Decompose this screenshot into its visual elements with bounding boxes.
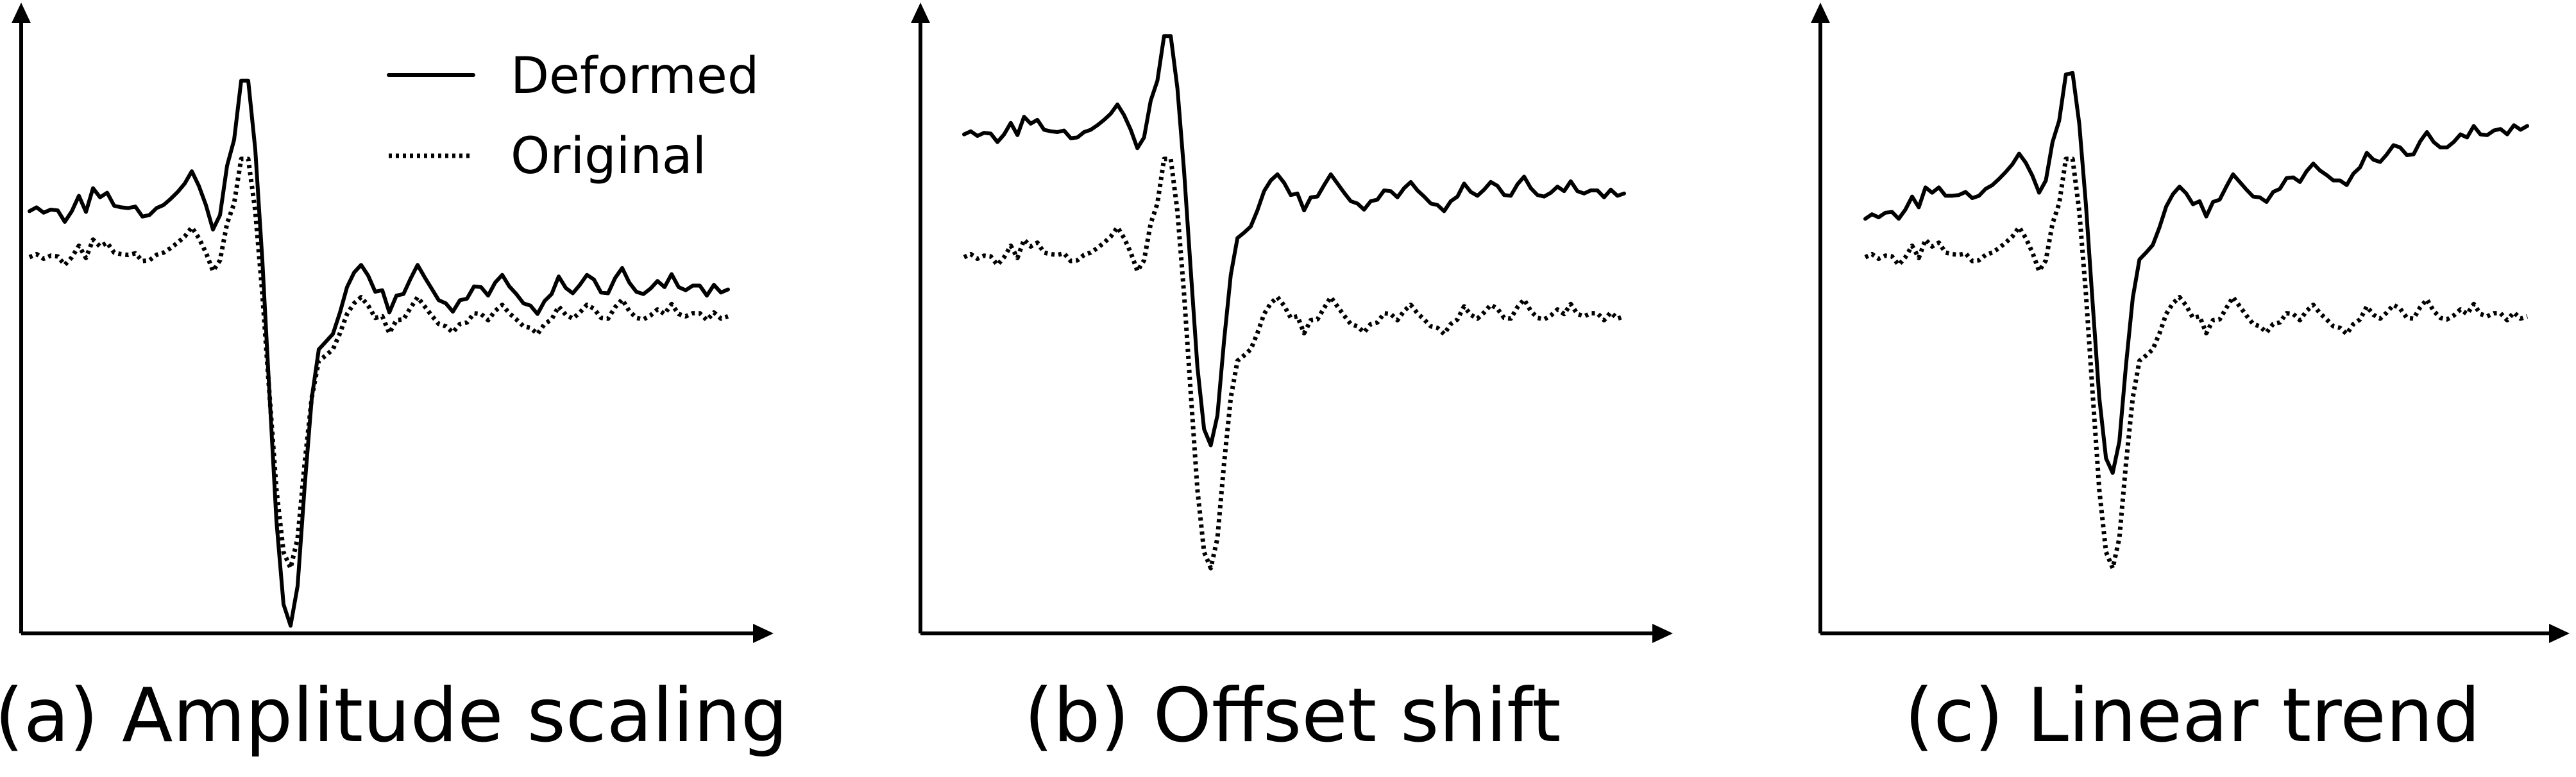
panel-caption: (a) Amplitude scaling [0,673,788,759]
series-layer [962,34,1626,571]
y-axis-arrow [12,3,31,23]
series-layer [1863,71,2529,571]
x-axis-arrow [2549,624,2570,643]
panel-offset-shift: (b) Offset shift [911,3,1673,759]
panel-caption: (b) Offset shift [1024,673,1561,759]
legend-label-original: Original [511,128,706,185]
series-line-original [1864,156,2529,571]
series-line-original [963,156,1625,571]
series-layer [28,78,730,628]
panel-amplitude-scaling: Deformed Original (a) Amplitude scaling [0,3,788,759]
x-axis-arrow [1652,624,1673,643]
series-line-deformed [1863,71,2529,475]
panel-caption: (c) Linear trend [1904,673,2480,759]
series-line-deformed [962,34,1626,447]
x-axis-arrow [753,624,774,643]
series-line-deformed [28,78,730,628]
y-axis-arrow [911,3,930,23]
legend-label-deformed: Deformed [511,47,759,105]
panel-linear-trend: (c) Linear trend [1811,3,2570,759]
legend: Deformed Original [387,47,759,185]
y-axis-arrow [1811,3,1830,23]
series-line-original [28,156,729,571]
